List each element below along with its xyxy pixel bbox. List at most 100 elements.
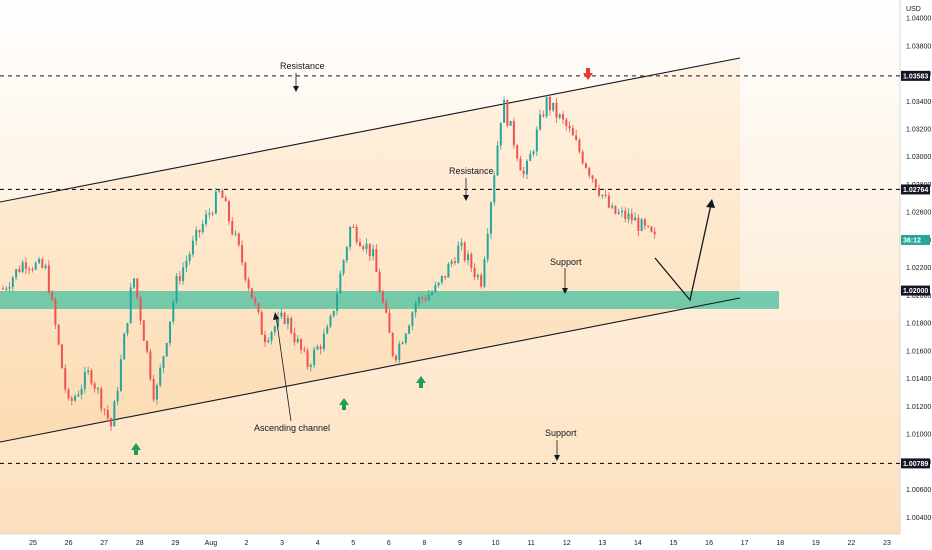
candle-body [575,135,578,141]
candle-body [165,343,168,357]
candle-body [398,343,401,361]
channel-pointer-head [273,312,279,320]
candle-body [352,227,355,229]
support-pointer-upper-head [562,288,568,294]
horizontal-levels [0,75,900,464]
candle-body [637,217,640,231]
candle-body [417,297,420,304]
candle-body [70,398,73,401]
price-tick-label: 1.02600 [906,210,931,217]
time-tick-label: Aug [205,540,218,547]
candle-body [634,217,637,221]
support-label-upper: Support [550,257,582,267]
level-price-tag [901,184,930,195]
time-tick-label: 6 [387,540,391,547]
candle-body [47,265,50,293]
candle-body [568,126,571,129]
candle-body [142,320,145,341]
candle-body [211,213,214,215]
candle-body [218,190,221,192]
candle-body [607,195,610,208]
candle-body [444,275,447,278]
candle-body [300,338,303,350]
candle-body [552,102,555,111]
time-tick-label: 5 [351,540,355,547]
candle-body [512,120,515,146]
candle-body [162,356,165,369]
candle-body [555,102,558,118]
candle-body [293,332,296,343]
time-tick-label: 26 [65,540,73,547]
candle-body [496,145,499,176]
candle-body [185,260,188,268]
candle-body [267,340,270,342]
candle-body [313,349,316,366]
bounce-arrow-2 [339,398,349,410]
candle-body [526,160,528,175]
candle-body [106,410,109,419]
candle-body [250,288,253,299]
price-tick-label: 1.00600 [906,487,931,494]
resistance-annotation-top: Resistance [280,61,325,92]
support-pointer-lower-head [554,455,560,461]
candle-body [339,273,342,294]
candle-body [562,114,565,120]
candle-body [129,287,132,323]
price-tick-label: 1.02200 [906,265,931,272]
candle-body [349,227,352,248]
candle-body [280,312,283,317]
candle-body [401,342,404,344]
bounce-arrow-3 [416,376,426,388]
candle-body [460,242,463,246]
time-tick-label: 10 [492,540,500,547]
candle-body [329,315,332,327]
time-tick-label: 4 [316,540,320,547]
candle-body [355,227,358,243]
candle-body [480,275,483,287]
candle-body [447,263,450,278]
candle-body [450,261,453,264]
zone-price-tag-text: 1.02000 [903,288,928,295]
time-tick-label: 25 [29,540,37,547]
candle-body [650,226,653,232]
candle-body [411,312,414,326]
candle-body [414,303,417,313]
channel-pointer [275,315,292,422]
candle-body [2,288,4,290]
candle-body [470,254,473,268]
candle-body [368,243,371,257]
candle-body [588,167,591,176]
candle-body [427,294,430,301]
candle-body [653,231,656,235]
time-tick-label: 19 [812,540,820,547]
price-tick-label: 1.03200 [906,126,931,133]
zone-price-tag [901,285,930,296]
time-tick-label: 18 [776,540,784,547]
candle-body [598,187,601,196]
candle-body [254,298,257,304]
channel-lower-line [0,297,741,443]
rejection-arrow [583,68,593,80]
candle-body [237,233,240,246]
resistance-label-top: Resistance [280,61,325,71]
candle-body [241,245,244,263]
candle-body [643,219,646,226]
candle-body [41,259,44,268]
candle-body [620,210,623,213]
candle-body [257,303,260,312]
price-tick-label: 1.01400 [906,376,931,383]
candle-body [640,219,643,231]
candle-body [565,119,568,127]
candle-body [316,346,319,350]
price-tick-label: 1.03000 [906,154,931,161]
candle-body [535,129,538,152]
candle-body [51,292,54,300]
price-tick-label: 1.01600 [906,348,931,355]
candle-body [408,325,411,334]
candle-body [342,260,345,274]
candle-body [110,418,113,427]
candle-body [260,311,263,335]
candle-body [139,297,142,321]
candle-body [322,333,325,350]
candle-body [591,175,594,179]
